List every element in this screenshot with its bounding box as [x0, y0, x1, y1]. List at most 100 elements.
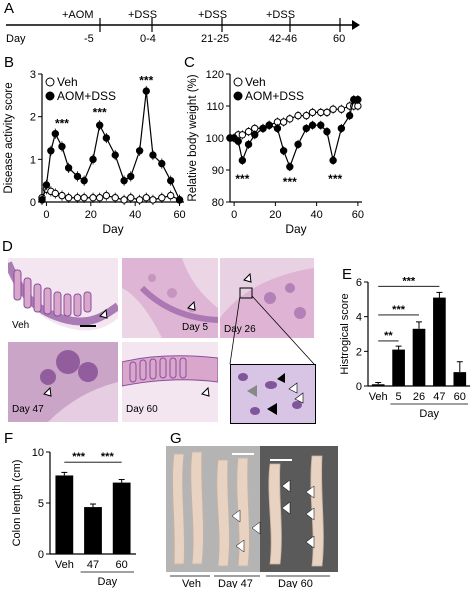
data-point	[323, 108, 331, 117]
data-point	[302, 111, 311, 120]
data-point	[120, 176, 128, 185]
y-tick-label: 1	[30, 154, 36, 166]
treatment-label-dss-3: +DSS	[266, 9, 295, 21]
data-point	[89, 194, 97, 202]
arrow-pointer	[187, 300, 196, 311]
data-point	[317, 108, 325, 117]
y-tick-label: 2	[356, 346, 362, 358]
legend-label: AOM+DSS	[57, 89, 116, 103]
y-tick-label: 0	[38, 549, 44, 561]
x-tick-label: 40	[311, 209, 323, 221]
data-point	[142, 194, 150, 202]
bar	[433, 297, 446, 386]
data-point	[308, 108, 317, 117]
data-point	[294, 111, 302, 120]
y-axis-label: Histrogical score	[339, 293, 351, 374]
data-point	[317, 121, 325, 129]
data-point	[58, 191, 66, 200]
data-point	[64, 194, 73, 202]
y-tick-label: 80	[212, 197, 224, 209]
timeline-day: 21-25	[201, 33, 229, 45]
panel-label-d: D	[2, 238, 13, 255]
x-tick-label: 0	[43, 209, 49, 221]
tumor-arrowhead	[251, 521, 261, 535]
y-tick-label: 5	[38, 498, 44, 510]
tumor-arrowhead	[305, 507, 315, 521]
tumor-arrowhead	[235, 539, 245, 553]
data-point	[149, 151, 157, 159]
chart-disease-activity: 0 1 2 3 0 20 40 60 Day Disease activity score VehA…	[3, 69, 186, 236]
x-tick-label: 0	[231, 209, 237, 221]
timeline-day: -5	[84, 33, 94, 45]
y-tick-label: 3	[30, 69, 36, 81]
panel-label-g: G	[170, 430, 182, 447]
x-tick-label: 47	[433, 391, 445, 403]
tumor-arrowhead	[305, 535, 315, 549]
colon-veh-2	[190, 451, 204, 565]
data-point	[286, 163, 294, 171]
data-point	[80, 176, 88, 185]
data-point	[294, 140, 302, 149]
significance-label: ***	[55, 116, 69, 130]
x-axis-label: Day	[102, 222, 123, 236]
data-point	[51, 189, 60, 198]
data-point	[142, 87, 150, 95]
data-point	[80, 194, 88, 202]
y-tick-label: 120	[206, 69, 224, 81]
x-tick-label: Veh	[55, 559, 74, 571]
legend-marker	[233, 91, 243, 101]
significance-label: ***	[101, 451, 115, 463]
data-point	[73, 194, 82, 202]
x-tick-label: 26	[413, 391, 425, 403]
he-stain-day26	[220, 258, 314, 338]
data-point	[337, 105, 346, 113]
legend-label: Veh	[245, 75, 266, 89]
data-point	[175, 196, 184, 204]
colon-day60-1	[268, 463, 282, 565]
bar	[371, 384, 385, 386]
timeline: +AOM +DSS +DSS +DSS Day -5 0-4 21-25 42-…	[6, 9, 360, 45]
data-point	[135, 196, 144, 204]
chart-body-weight: 80 90 100 110 120 0 20 40 60 Day Relative body wei…	[187, 69, 364, 236]
treatment-label-dss-1: +DSS	[128, 9, 157, 21]
significance-label: ***	[139, 74, 153, 88]
panel-label-e: E	[342, 266, 353, 283]
x-tick-label: 60	[173, 209, 185, 221]
data-point	[329, 156, 337, 165]
group-label-veh: Veh	[182, 578, 201, 588]
y-tick-label: 90	[212, 165, 224, 177]
data-point	[308, 121, 317, 129]
significance-label: ***	[328, 172, 342, 186]
x-tick-label: 60	[454, 391, 466, 403]
panel-label-a: A	[4, 0, 15, 17]
arrow-pointer	[243, 272, 252, 283]
bar	[392, 349, 405, 386]
white-arrowhead	[288, 382, 298, 394]
bar	[412, 328, 426, 386]
he-stain-day60	[122, 342, 218, 422]
data-point	[111, 194, 119, 202]
arrow-pointer	[99, 308, 108, 319]
histology-label-veh: Veh	[12, 320, 30, 331]
he-stain-day47	[8, 342, 118, 422]
he-stain-day5	[122, 258, 218, 338]
significance-label: ***	[235, 172, 249, 186]
colon-day47-2	[236, 457, 250, 567]
significance-label: ***	[402, 275, 416, 287]
y-axis-label: Disease activity score	[3, 82, 15, 193]
data-point	[158, 194, 166, 202]
data-point	[127, 194, 135, 202]
significance-label: ***	[283, 175, 297, 189]
y-tick-label: 2	[30, 112, 36, 124]
data-point	[89, 155, 97, 164]
x-tick-label: 60	[352, 209, 364, 221]
x-axis-label: Day	[285, 222, 306, 236]
data-point	[73, 172, 82, 181]
panel-label-f: F	[4, 430, 14, 447]
histology-label-day60: Day 60	[126, 404, 158, 415]
colon-day47-1	[216, 459, 230, 567]
data-point	[244, 140, 253, 149]
panel-label-c: C	[184, 54, 195, 71]
data-point	[135, 147, 144, 155]
data-point	[354, 95, 362, 104]
